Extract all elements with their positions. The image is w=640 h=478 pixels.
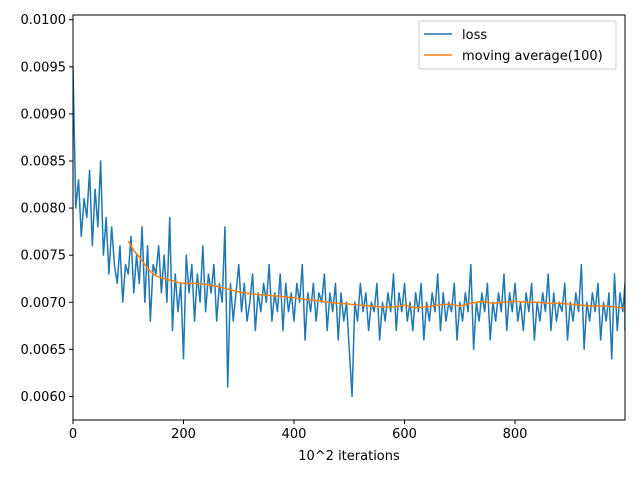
x-axis: 0 200 400 600 800 [69,420,528,442]
x-axis-label: 10^2 iterations [298,449,400,464]
y-tick-label: 0.0075 [21,249,67,264]
y-tick-label: 0.0065 [21,343,67,358]
legend-label-moving-average: moving average(100) [462,49,603,64]
y-tick-label: 0.0100 [21,13,67,28]
y-axis: 0.0060 0.0065 0.0070 0.0075 0.0080 0.0085 0.00… [21,13,73,405]
series-line-loss [73,66,625,398]
series-line-moving-average [127,240,625,309]
y-tick-label: 0.0060 [21,390,67,405]
legend-box [418,20,617,70]
y-tick-label: 0.0080 [21,202,67,217]
x-tick-label: 800 [503,427,528,442]
series-layer [73,66,625,398]
y-tick-label: 0.0085 [21,154,67,169]
x-tick-label: 400 [282,427,307,442]
axes-background [73,15,625,420]
y-tick-label: 0.0070 [21,296,67,311]
y-tick-label: 0.0090 [21,107,67,122]
x-tick-label: 0 [69,427,77,442]
plot-area [72,14,626,421]
x-tick-label: 200 [171,427,196,442]
legend-label-loss: loss [462,28,487,43]
x-tick-label: 600 [392,427,417,442]
y-tick-label: 0.0095 [21,60,67,75]
axes-frame [72,14,626,421]
legend: loss moving average(100) [418,20,617,70]
